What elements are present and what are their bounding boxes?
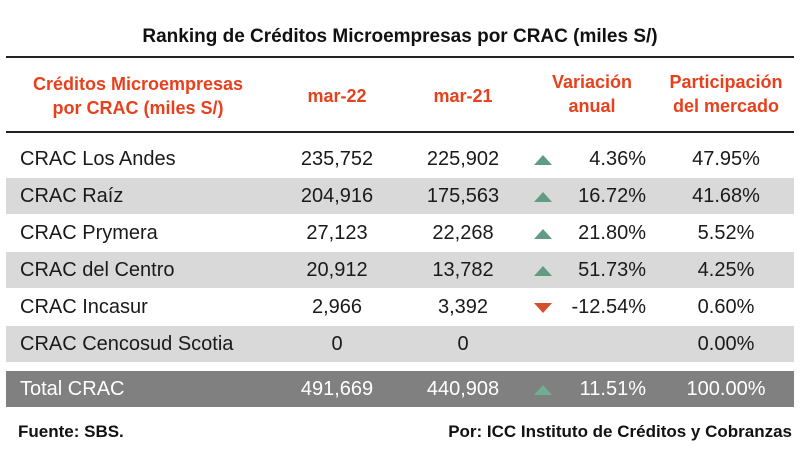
footer-source: Fuente: SBS.	[18, 422, 124, 441]
header-entity-line1: Créditos Microempresas	[32, 74, 244, 94]
table-row: CRAC del Centro 20,912 13,782 51.73% 4.2…	[6, 252, 794, 288]
row-share: 5.52%	[697, 222, 755, 244]
trend-down-icon	[530, 289, 556, 325]
row-variation: 4.36%	[589, 148, 646, 170]
total-variation: 11.51%	[579, 378, 646, 400]
trend-up-icon	[530, 141, 556, 177]
header-share-line1: Participación	[669, 72, 783, 92]
total-row: Total CRAC 491,669 440,908 11.51% 100.00…	[6, 371, 794, 407]
row-variation: -12.54%	[571, 296, 647, 318]
row-mar22: 235,752	[300, 148, 374, 170]
row-mar21: 22,268	[432, 222, 494, 244]
row-share: 4.25%	[697, 259, 755, 281]
row-share: 47.95%	[692, 148, 760, 170]
row-mar22: 0	[331, 333, 343, 355]
row-variation: 16.72%	[578, 185, 646, 207]
header-entity: Créditos Microempresas por CRAC (miles S…	[8, 72, 268, 120]
header-share-line2: del mercado	[672, 96, 780, 116]
total-name: Total CRAC	[20, 378, 125, 400]
trend-up-icon	[530, 371, 556, 407]
row-share: 41.68%	[692, 185, 760, 207]
total-mar22: 491,669	[300, 378, 374, 400]
trend-up-icon	[530, 252, 556, 288]
header-variation-line1: Variación	[551, 72, 633, 92]
header-divider	[6, 131, 794, 133]
row-mar21: 0	[457, 333, 469, 355]
header-variation: Variación anual	[524, 70, 660, 118]
row-variation: 21.80%	[578, 222, 646, 244]
row-name: CRAC del Centro	[20, 259, 175, 281]
row-name: CRAC Cencosud Scotia	[20, 333, 234, 355]
row-share: 0.60%	[697, 296, 755, 318]
row-name: CRAC Prymera	[20, 222, 158, 244]
row-variation: 51.73%	[578, 259, 646, 281]
total-mar21: 440,908	[426, 378, 500, 400]
table-row: CRAC Prymera 27,123 22,268 21.80% 5.52%	[6, 215, 794, 251]
table-row: CRAC Los Andes 235,752 225,902 4.36% 47.…	[6, 141, 794, 177]
trend-up-icon	[530, 215, 556, 251]
row-mar21: 3,392	[437, 296, 489, 318]
row-mar21: 175,563	[426, 185, 500, 207]
row-mar22: 20,912	[306, 259, 368, 281]
row-name: CRAC Raíz	[20, 185, 124, 207]
table-row: CRAC Incasur 2,966 3,392 -12.54% 0.60%	[6, 289, 794, 325]
footer-credit: Por: ICC Instituto de Créditos y Cobranz…	[448, 422, 792, 441]
row-name: CRAC Los Andes	[20, 148, 176, 170]
table-row: CRAC Cencosud Scotia 0 0 0.00%	[6, 326, 794, 362]
row-mar22: 27,123	[306, 222, 368, 244]
row-variation	[558, 326, 646, 362]
header-entity-line2: por CRAC (miles S/)	[52, 98, 224, 118]
row-mar21: 225,902	[426, 148, 500, 170]
row-name: CRAC Incasur	[20, 296, 148, 318]
trend-up-icon	[530, 178, 556, 214]
header-variation-line2: anual	[568, 96, 616, 116]
row-mar22: 204,916	[300, 185, 374, 207]
header-mar22: mar-22	[307, 86, 367, 106]
header-mar21: mar-21	[433, 86, 493, 106]
total-share: 100.00%	[686, 378, 766, 400]
row-mar22: 2,966	[311, 296, 363, 318]
table-title: Ranking de Créditos Microempresas por CR…	[142, 26, 658, 47]
title-divider	[6, 56, 794, 58]
row-mar21: 13,782	[432, 259, 494, 281]
header-share: Participación del mercado	[656, 70, 796, 118]
row-share: 0.00%	[697, 333, 755, 355]
table-row: CRAC Raíz 204,916 175,563 16.72% 41.68%	[6, 178, 794, 214]
